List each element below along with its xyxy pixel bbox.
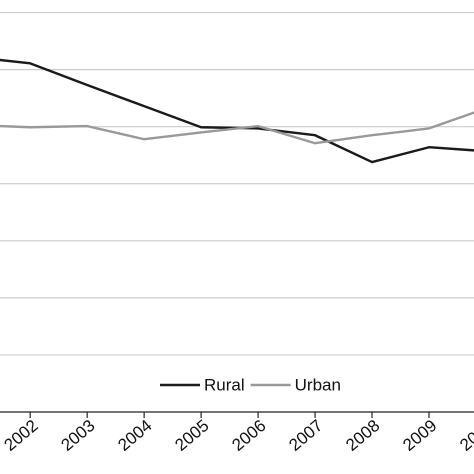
x-tick-label: 2010 (456, 416, 474, 455)
x-tick-label: 2003 (57, 416, 98, 455)
x-tick-label: 2004 (114, 416, 155, 455)
x-tick-label: 2007 (285, 416, 326, 455)
legend: Rural Urban (160, 375, 341, 394)
legend-label: Rural (204, 375, 245, 394)
x-tick-label: 2006 (228, 416, 269, 455)
x-tick-label: 2005 (171, 416, 212, 455)
x-tick-label: 2008 (342, 416, 383, 455)
x-tick-label: 2009 (399, 416, 440, 455)
series-line (0, 58, 474, 164)
plot-area (0, 58, 474, 164)
legend-label: Urban (295, 375, 341, 394)
series-line (0, 111, 474, 145)
x-tick-label: 2002 (0, 416, 41, 455)
